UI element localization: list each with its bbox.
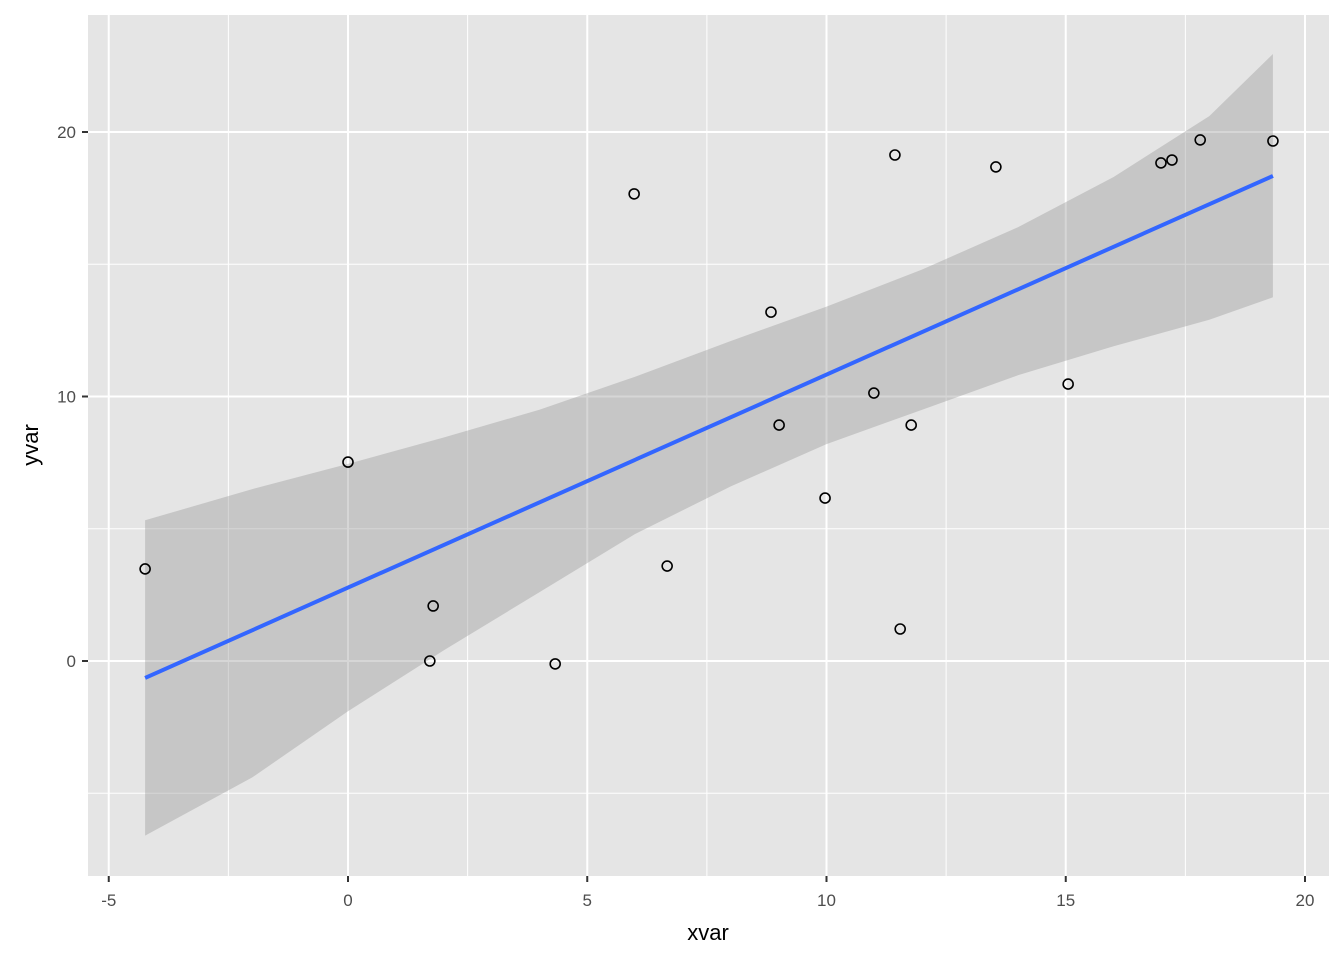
x-tick-label: 0	[343, 891, 352, 910]
data-point	[424, 655, 436, 667]
x-tick-label: -5	[101, 891, 116, 910]
data-point	[628, 188, 640, 200]
regression-line	[144, 174, 1274, 680]
y-tick-label: 0	[67, 652, 76, 671]
data-point	[905, 419, 917, 431]
y-axis-title: yvar	[18, 424, 43, 466]
data-point	[894, 623, 906, 635]
data-point	[773, 419, 785, 431]
x-axis-title: xvar	[687, 920, 729, 945]
data-point	[1194, 134, 1207, 146]
y-tick-label: 10	[57, 388, 76, 407]
data-point	[765, 306, 777, 318]
x-axis: -5 0 5 10 15 20	[101, 876, 1314, 910]
data-point	[139, 563, 151, 575]
data-point	[819, 492, 831, 504]
data-point	[661, 560, 673, 572]
major-gridlines	[88, 15, 1329, 876]
x-tick-label: 5	[583, 891, 592, 910]
y-tick-label: 20	[57, 123, 76, 142]
data-point	[990, 161, 1002, 173]
minor-gridlines	[88, 15, 1329, 876]
data-point	[1267, 135, 1279, 147]
x-tick-label: 10	[817, 891, 836, 910]
data-point	[868, 387, 880, 399]
data-point	[1155, 157, 1167, 169]
data-point	[342, 456, 354, 468]
y-axis: 0 10 20	[57, 123, 88, 671]
confidence-band	[145, 54, 1273, 836]
x-tick-label: 15	[1056, 891, 1075, 910]
data-point	[1166, 154, 1178, 166]
data-point	[549, 658, 561, 670]
plot-panel	[88, 15, 1329, 876]
x-tick-label: 20	[1296, 891, 1315, 910]
data-point	[427, 600, 439, 612]
data-point	[889, 149, 901, 161]
data-points	[139, 134, 1279, 670]
data-point	[1062, 378, 1074, 390]
